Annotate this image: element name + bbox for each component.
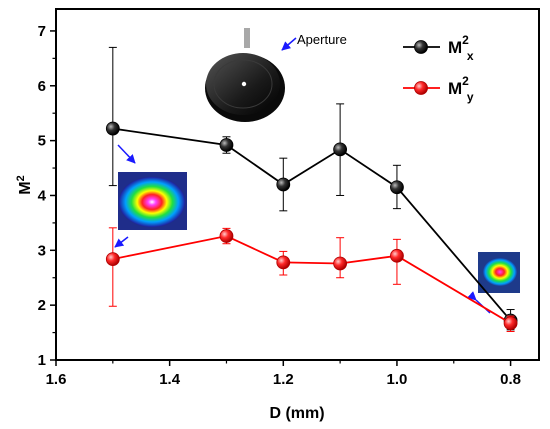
y-tick-label: 1 (38, 352, 46, 369)
data-point (390, 180, 404, 195)
legend-label-mx-sub: x (467, 49, 474, 63)
aperture-photo (205, 28, 285, 122)
legend-label-my-sup: 2 (462, 74, 469, 88)
data-point (105, 121, 120, 136)
x-axis-title: D (mm) (269, 405, 324, 422)
y-axis-title: M2 (15, 175, 34, 194)
data-point (219, 229, 234, 243)
y-tick-label: 4 (38, 187, 47, 204)
legend-label-mx-main: M (448, 38, 462, 57)
legend-marker-my (414, 81, 428, 95)
aperture-ring (213, 59, 273, 109)
legend-label-mx: M2 x (448, 33, 474, 63)
beam-profile-large-spot (119, 177, 185, 227)
beam-large-arrow-bottom (114, 236, 129, 248)
data-point (105, 252, 120, 266)
y-tick-label: 2 (38, 297, 46, 314)
x-tick-label: 1.0 (387, 371, 408, 388)
y-axis: 1 2 3 4 5 6 7 (38, 23, 56, 369)
data-point (276, 255, 291, 270)
aperture-hole (241, 81, 247, 87)
x-tick-label: 1.2 (273, 371, 294, 388)
x-axis: 1.6 1.4 1.2 1.0 0.8 (46, 360, 521, 388)
y-tick-label: 3 (38, 242, 46, 259)
data-point (390, 248, 404, 263)
aperture-label: Aperture (297, 32, 347, 47)
legend-label-mx-sup: 2 (462, 33, 469, 47)
x-tick-label: 0.8 (500, 371, 521, 388)
beam-large-arrow-top (117, 144, 136, 164)
data-point (503, 316, 518, 331)
data-point (333, 256, 348, 271)
y-tick-label: 5 (38, 133, 46, 150)
plot-frame (55, 8, 540, 361)
data-point (276, 177, 291, 192)
y-tick-label: 6 (38, 78, 46, 95)
series-line (112, 235, 512, 325)
data-point (219, 138, 234, 152)
x-tick-label: 1.6 (46, 371, 67, 388)
aperture-arrow (281, 37, 297, 51)
legend-label-my: M2 y (448, 74, 474, 104)
data-point (333, 142, 348, 157)
beam-profile-small-spot (483, 258, 517, 286)
legend-label-my-main: M (448, 79, 462, 98)
y-axis-title-main: M (17, 181, 34, 194)
series-1 (105, 227, 518, 332)
beam-profile-large (118, 172, 187, 230)
series-layer (105, 46, 518, 332)
legend: M2 x M2 y (403, 33, 474, 104)
legend-label-my-sub: y (467, 90, 474, 104)
x-tick-label: 1.4 (159, 371, 181, 388)
series-line (112, 127, 512, 322)
y-axis-title-sup: 2 (15, 175, 27, 181)
y-tick-label: 7 (38, 23, 46, 40)
beam-profile-small (478, 252, 520, 293)
aperture-post (244, 28, 250, 48)
legend-marker-mx (414, 40, 428, 54)
